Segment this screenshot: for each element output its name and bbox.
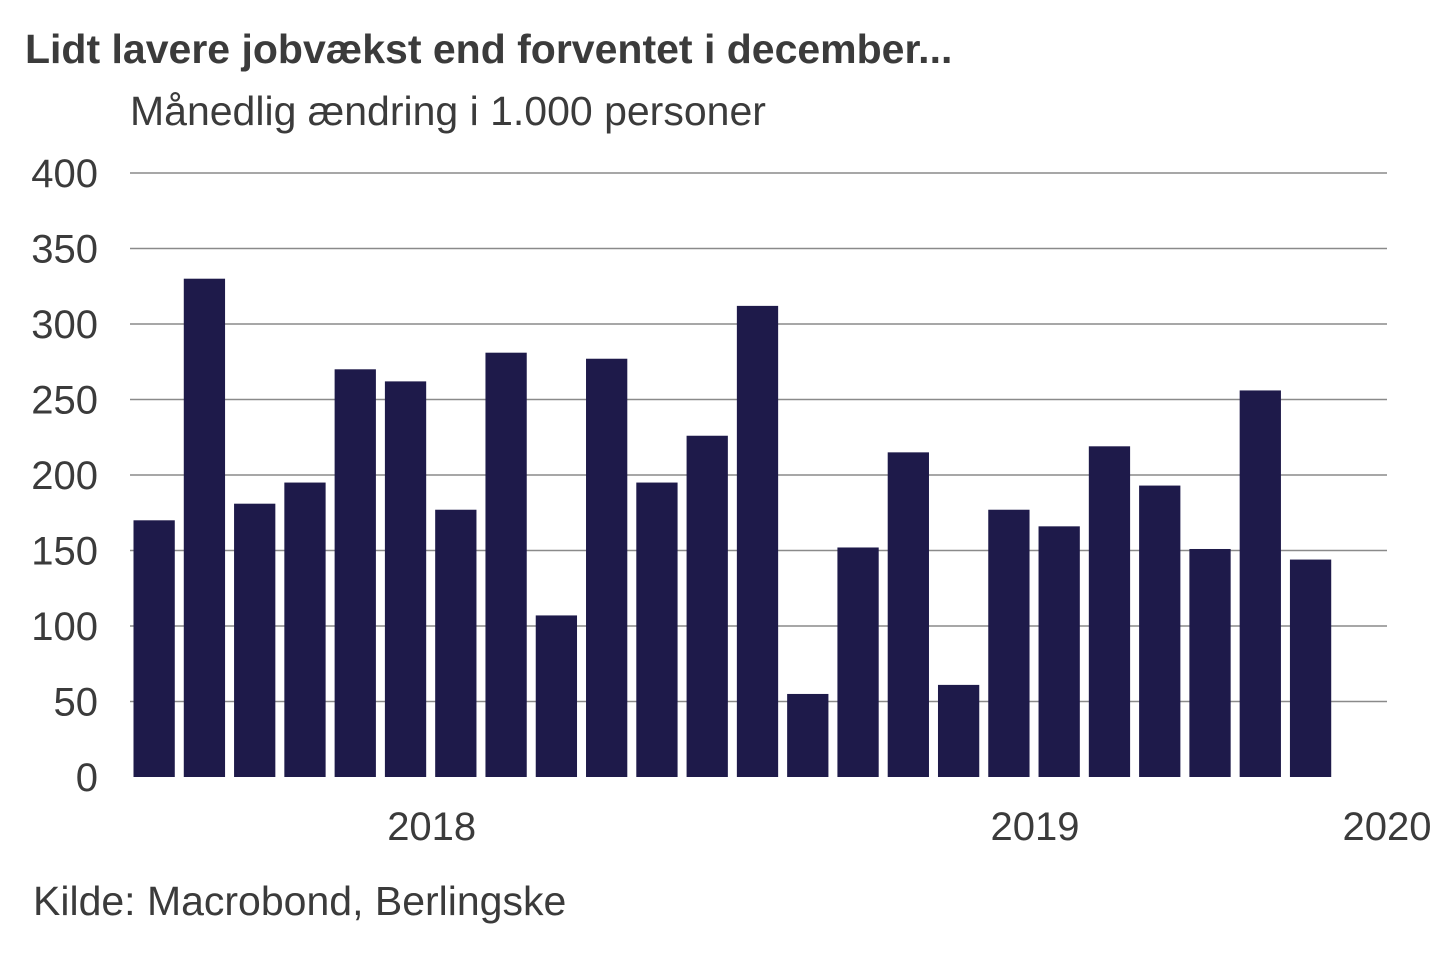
x-tick-label: 2018 [387,805,476,849]
bar [887,452,929,777]
y-tick-label: 200 [31,454,98,498]
bar [133,520,175,777]
y-tick-label: 150 [31,530,98,574]
source-note: Kilde: Macrobond, Berlingske [33,878,567,924]
x-tick-label: 2020 [1343,805,1432,849]
chart-title: Lidt lavere jobvækst end forventet i dec… [25,26,953,72]
bar [686,435,728,777]
bar [988,509,1030,777]
y-tick-label: 50 [54,681,99,725]
bar [435,509,477,777]
bar [1038,526,1080,777]
y-tick-label: 300 [31,303,98,347]
y-tick-label: 350 [31,228,98,272]
y-tick-label: 0 [76,756,98,800]
bar [234,503,276,777]
bar [183,278,226,777]
bar [1189,548,1231,777]
bar [736,305,779,777]
y-tick-label: 250 [31,379,98,423]
bar [485,352,527,777]
bar [334,369,376,777]
bar [787,693,829,777]
y-tick-label: 100 [31,605,98,649]
bar [586,358,628,777]
x-tick-label: 2019 [991,805,1080,849]
chart-subtitle: Månedlig ændring i 1.000 personer [130,88,766,134]
bar [1088,446,1131,777]
bar [284,482,326,777]
bar [1239,390,1281,777]
bar [535,615,578,777]
bar [636,482,678,777]
bar [1289,559,1332,777]
bar [937,684,980,777]
bar [384,381,427,777]
bar [1139,485,1181,777]
y-tick-label: 400 [31,152,98,196]
bar [837,547,879,777]
